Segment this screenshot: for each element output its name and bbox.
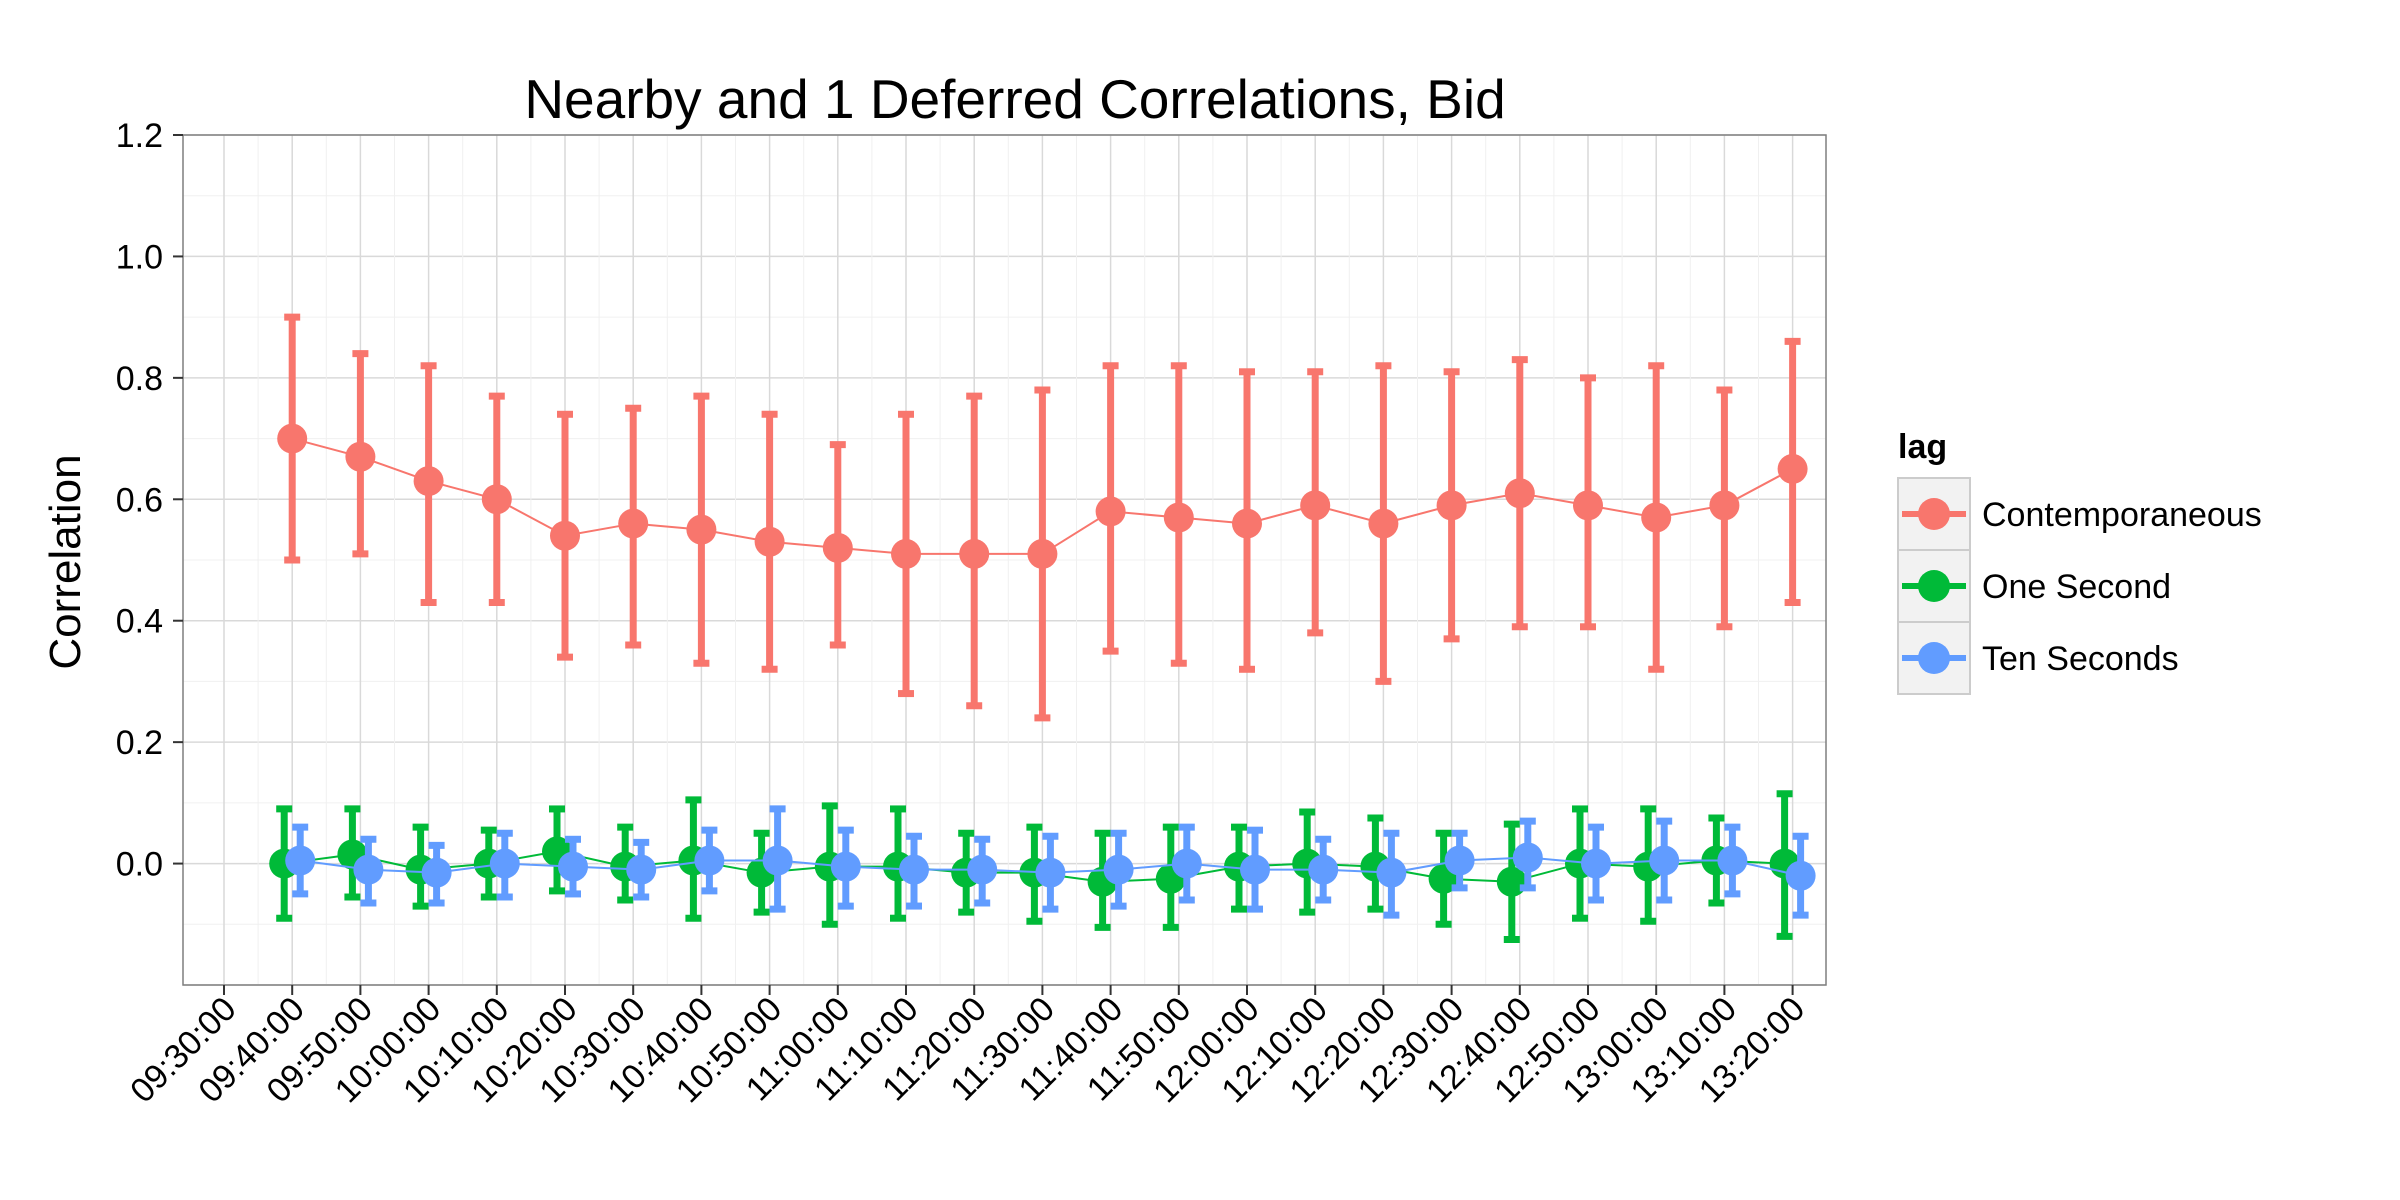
data-point — [277, 423, 308, 454]
legend-label: Ten Seconds — [1982, 640, 2179, 678]
legend-title: lag — [1898, 428, 1947, 466]
chart-title: Nearby and 1 Deferred Correlations, Bid — [524, 68, 1505, 130]
data-point — [1777, 453, 1808, 484]
data-point — [1035, 857, 1066, 888]
data-point — [1512, 842, 1543, 873]
data-point — [558, 851, 588, 882]
data-point — [1232, 508, 1262, 539]
data-point — [1504, 478, 1535, 509]
data-point — [1095, 496, 1126, 527]
data-point — [1103, 854, 1134, 885]
data-point — [754, 526, 785, 557]
data-point — [830, 851, 861, 882]
data-point — [1717, 845, 1748, 876]
data-point — [345, 441, 376, 472]
data-point — [353, 854, 384, 885]
data-point — [899, 854, 929, 885]
data-point — [1641, 502, 1672, 533]
y-tick-label: 0.0 — [116, 846, 163, 884]
data-point — [1368, 508, 1399, 539]
y-tick-label: 0.4 — [116, 603, 163, 641]
legend-label: Contemporaneous — [1982, 496, 2262, 534]
legend: lag Contemporaneous One Second Ten Seconds — [1897, 428, 2262, 695]
legend-key-point — [1918, 498, 1950, 530]
legend-item: Contemporaneous — [1897, 477, 2262, 551]
data-point — [1300, 490, 1331, 521]
data-point — [1573, 490, 1603, 521]
y-tick-label: 1.0 — [116, 238, 163, 276]
data-point — [1163, 502, 1194, 533]
data-point — [1581, 848, 1611, 879]
y-tick-label: 0.2 — [116, 724, 163, 762]
data-point — [1171, 848, 1202, 879]
data-point — [822, 532, 853, 563]
y-tick-label: 0.8 — [116, 360, 163, 398]
data-point — [686, 514, 717, 545]
legend-item: Ten Seconds — [1897, 621, 2179, 695]
data-point — [489, 848, 520, 879]
plot-border — [182, 134, 1827, 986]
data-point — [481, 484, 512, 515]
data-point — [1436, 490, 1467, 521]
data-point — [762, 845, 793, 876]
series-contemporaneous — [277, 313, 1808, 722]
data-point — [891, 538, 921, 569]
legend-item: One Second — [1897, 549, 2171, 623]
data-point — [1376, 857, 1407, 888]
series-ten-seconds — [285, 805, 1816, 919]
data-point — [967, 854, 998, 885]
data-point — [626, 854, 657, 885]
data-point — [1444, 845, 1475, 876]
data-point — [1240, 854, 1270, 885]
data-point — [1709, 490, 1740, 521]
legend-key-point — [1918, 642, 1950, 674]
data-point — [413, 466, 444, 497]
y-axis-label: Correlation — [41, 454, 90, 669]
data-point — [618, 508, 649, 539]
data-point — [1785, 860, 1816, 891]
legend-label: One Second — [1982, 568, 2171, 606]
legend-key-point — [1918, 570, 1950, 602]
data-point — [421, 857, 452, 888]
y-tick-label: 0.6 — [116, 481, 163, 519]
data-point — [959, 538, 990, 569]
data-point — [285, 845, 316, 876]
data-point — [1308, 854, 1339, 885]
data-point — [550, 520, 580, 551]
data-point — [1496, 866, 1527, 897]
data-point — [694, 845, 725, 876]
y-tick-label: 1.2 — [116, 117, 163, 155]
data-point — [1027, 538, 1058, 569]
data-point — [1649, 845, 1680, 876]
series-layer — [269, 313, 1816, 943]
